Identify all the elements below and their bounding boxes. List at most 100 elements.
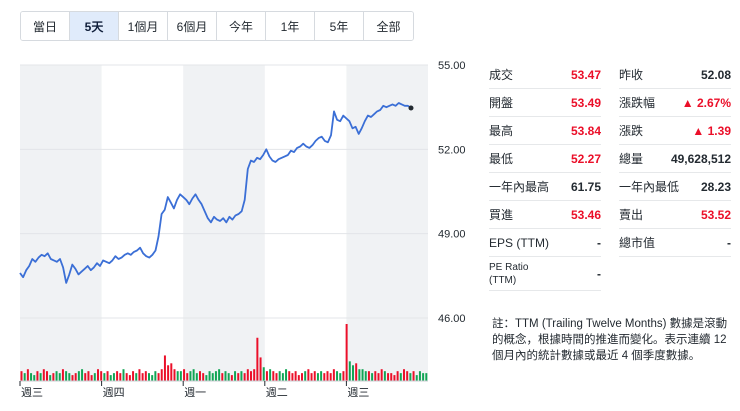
volume-bar <box>227 373 230 381</box>
volume-bar <box>406 371 409 381</box>
volume-bar <box>49 375 52 381</box>
stat-value: 49,628,512 <box>670 151 731 166</box>
volume-bar <box>77 371 80 381</box>
stat-label: 漲跌 <box>619 124 644 138</box>
volume-bar <box>61 369 64 381</box>
stat-label: 一年內最低 <box>619 180 680 194</box>
y-tick-label: 52.00 <box>438 144 466 156</box>
volume-bar <box>58 373 61 381</box>
volume-bar <box>307 369 310 381</box>
volume-bar <box>87 371 90 381</box>
volume-bar <box>425 373 428 381</box>
volume-bar <box>390 373 393 381</box>
volume-bar <box>170 363 173 381</box>
day-band <box>346 65 428 381</box>
stat-label: 昨收 <box>619 68 644 82</box>
volume-bar <box>371 373 374 381</box>
stat-value: 53.84 <box>570 123 601 138</box>
stat-value: - <box>597 266 601 281</box>
stat-label: 成交 <box>489 68 514 82</box>
stat-row: 成交 53.47 <box>489 61 601 89</box>
range-tab-6[interactable]: 5年 <box>315 12 364 40</box>
volume-bar <box>336 371 339 381</box>
volume-bar <box>46 371 48 381</box>
volume-bar <box>237 373 240 381</box>
volume-bar <box>103 373 106 381</box>
volume-bar <box>374 371 377 381</box>
volume-bar <box>358 369 361 381</box>
volume-bar <box>23 373 26 381</box>
volume-bar <box>352 365 354 381</box>
volume-bar <box>396 371 399 381</box>
volume-bar <box>39 373 42 381</box>
volume-bar <box>348 361 351 381</box>
volume-bar <box>345 324 348 381</box>
volume-bar <box>154 371 157 381</box>
volume-bar <box>163 355 166 381</box>
volume-bar <box>90 375 93 381</box>
volume-bar <box>272 371 275 381</box>
volume-bar <box>176 371 179 381</box>
volume-bar <box>71 375 74 381</box>
volume-bar <box>234 371 237 381</box>
stat-value: 53.52 <box>700 207 731 222</box>
volume-bar <box>74 373 77 381</box>
volume-bar <box>418 371 421 381</box>
stats-right-column: 昨收 52.08 漲跌幅 ▲ 2.67% 漲跌 ▲ 1.39 總量 49,628,512 一年內… <box>619 61 731 257</box>
volume-bar <box>195 373 198 381</box>
volume-bar <box>250 371 252 381</box>
volume-bar <box>106 371 109 381</box>
stat-row: 開盤 53.49 <box>489 89 601 117</box>
range-tab-4[interactable]: 今年 <box>217 12 266 40</box>
day-label: 週二 <box>266 386 288 399</box>
volume-bar <box>361 369 364 381</box>
stat-value: 53.49 <box>570 95 601 110</box>
range-tab-0[interactable]: 當日 <box>21 12 70 40</box>
volume-bar <box>332 369 335 381</box>
volume-bar <box>214 371 217 381</box>
volume-bar <box>208 371 211 381</box>
range-tab-3[interactable]: 6個月 <box>168 12 217 40</box>
volume-bar <box>205 375 208 381</box>
range-tab-1[interactable]: 5天 <box>70 12 119 40</box>
stat-label: 開盤 <box>489 96 514 110</box>
volume-bar <box>141 373 144 381</box>
volume-bar <box>285 369 288 381</box>
volume-bar <box>422 373 425 381</box>
volume-bar <box>173 369 176 381</box>
volume-bar <box>125 373 128 381</box>
volume-bar <box>224 371 227 381</box>
volume-bar <box>97 369 99 381</box>
volume-bar <box>20 371 23 381</box>
volume-bar <box>221 373 224 381</box>
volume-bar <box>148 373 150 381</box>
stat-row: 一年內最低 28.23 <box>619 173 731 201</box>
stat-row: 最低 52.27 <box>489 145 601 173</box>
volume-bar <box>316 373 319 381</box>
price-line <box>19 102 412 284</box>
volume-bar <box>339 373 342 381</box>
stat-value: 52.27 <box>570 151 601 166</box>
volume-bar <box>52 373 55 381</box>
volume-bar <box>157 373 160 381</box>
volume-bar <box>275 373 278 381</box>
price-chart[interactable]: 55.00 52.00 49.00 46.00 週三 週四 週一 週二 週三 <box>0 0 480 411</box>
day-band <box>183 65 265 381</box>
volume-bar <box>151 375 154 381</box>
volume-bar <box>26 369 29 381</box>
volume-bar <box>278 371 281 381</box>
stat-value: - <box>727 235 731 250</box>
range-tab-5[interactable]: 1年 <box>266 12 315 40</box>
range-tab-7[interactable]: 全部 <box>364 12 413 40</box>
volume-bar <box>399 373 402 381</box>
stat-row: PE Ratio (TTM) - <box>489 257 601 291</box>
range-tab-2[interactable]: 1個月 <box>119 12 168 40</box>
stat-row: 總量 49,628,512 <box>619 145 731 173</box>
volume-bar <box>281 373 284 381</box>
volume-bar <box>323 373 326 381</box>
volume-bar <box>409 373 412 381</box>
volume-bar <box>265 371 268 381</box>
volume-bar <box>135 373 138 381</box>
volume-bar <box>301 373 303 381</box>
volume-bar <box>304 371 307 381</box>
